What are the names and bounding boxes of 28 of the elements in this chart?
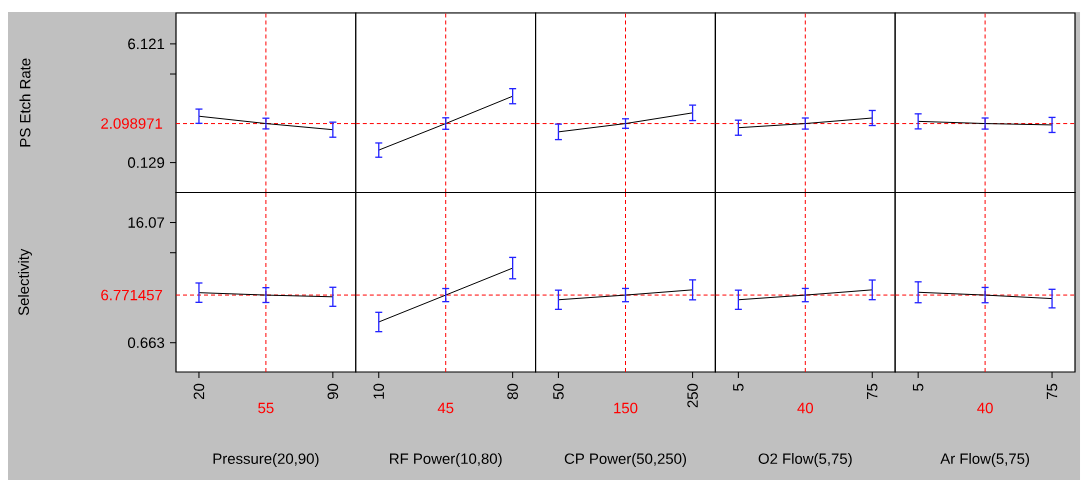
x-axis-title: CP Power(50,250) (564, 453, 687, 467)
x-tick-label: 20 (193, 383, 205, 400)
ref-line-label: 45 (437, 402, 454, 414)
y-axis-title: Selectivity (18, 248, 32, 316)
x-axis-title: RF Power(10,80) (390, 453, 502, 467)
ref-line-label: 40 (977, 402, 993, 414)
x-tick-label: 5 (733, 383, 744, 391)
y-axis-title: PS Etch Rate (19, 58, 31, 147)
ref-line-label: 2.098971 (101, 118, 163, 129)
x-tick-label: 75 (867, 383, 878, 400)
x-tick-label: 250 (687, 383, 698, 408)
ref-line-label: 55 (258, 402, 274, 414)
y-tick-label: 0.129 (128, 157, 165, 168)
x-tick-label: 90 (327, 383, 339, 400)
x-tick-label: 75 (1046, 383, 1058, 400)
x-tick-label: 10 (373, 383, 385, 399)
ref-line-label: 40 (797, 402, 814, 414)
y-tick-label: 6.121 (128, 38, 165, 50)
ref-line-label: 6.771457 (101, 289, 163, 301)
y-tick-label: 0.663 (128, 337, 165, 349)
ref-line-label: 150 (614, 402, 638, 414)
x-axis-title: Pressure(20,90) (213, 453, 319, 467)
x-axis-title: Ar Flow(5,75) (940, 453, 1029, 467)
y-tick-label: 16.07 (128, 217, 165, 228)
x-tick-label: 5 (912, 383, 924, 391)
x-tick-label: 50 (553, 383, 564, 400)
x-tick-label: 80 (507, 383, 518, 400)
x-axis-title: O2 Flow(5,75) (758, 453, 852, 467)
